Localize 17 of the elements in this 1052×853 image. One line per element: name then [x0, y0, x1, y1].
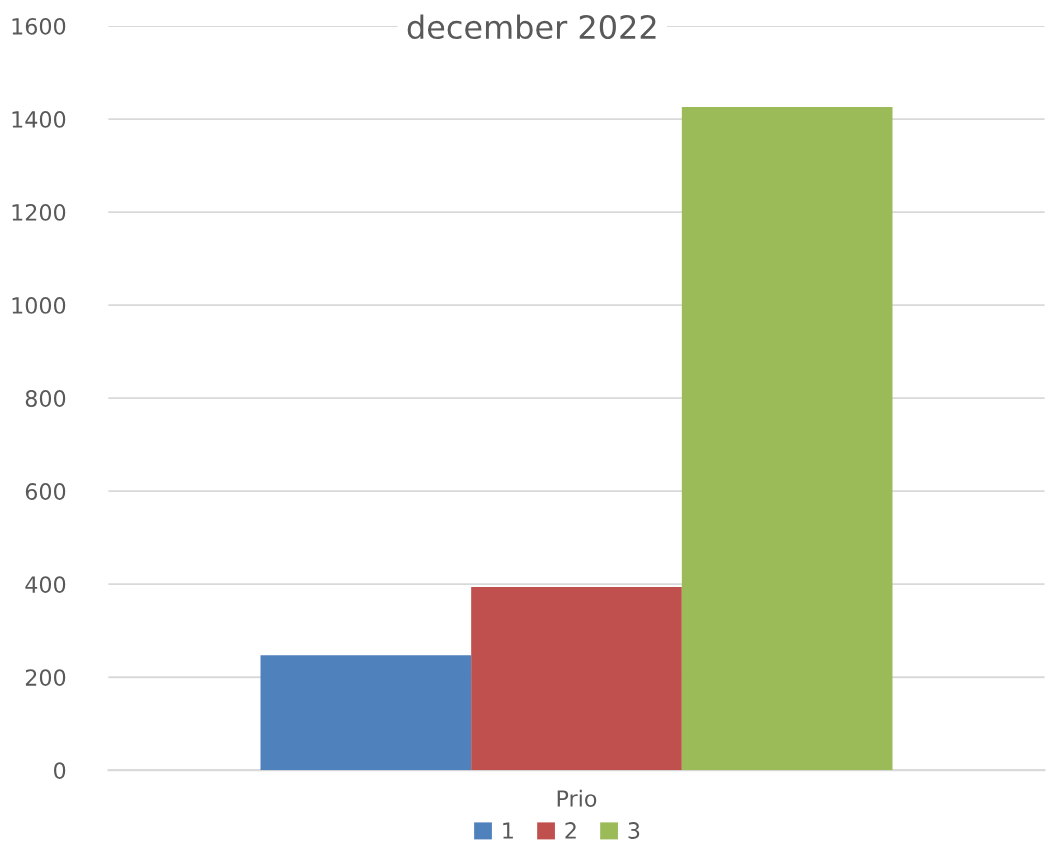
y-tick-label: 400 — [25, 576, 66, 593]
y-tick-label: 800 — [25, 390, 66, 407]
chart-title: december 2022 — [407, 14, 656, 40]
x-tick-label: Prio — [557, 789, 597, 807]
y-tick-label: 1000 — [12, 297, 66, 314]
legend-label: 1 — [503, 822, 513, 839]
y-tick-label: 600 — [25, 483, 66, 500]
bar — [260, 655, 472, 771]
y-tick-label: 1600 — [12, 17, 66, 35]
y-tick-label: 1200 — [12, 204, 66, 221]
legend-label: 2 — [565, 822, 576, 839]
y-tick-label: 200 — [25, 669, 66, 686]
legend-label: 3 — [628, 822, 640, 839]
y-tick-label: 0 — [54, 762, 66, 780]
y-tick-label: 1400 — [12, 111, 66, 128]
bar — [471, 586, 682, 771]
bar — [681, 106, 893, 771]
